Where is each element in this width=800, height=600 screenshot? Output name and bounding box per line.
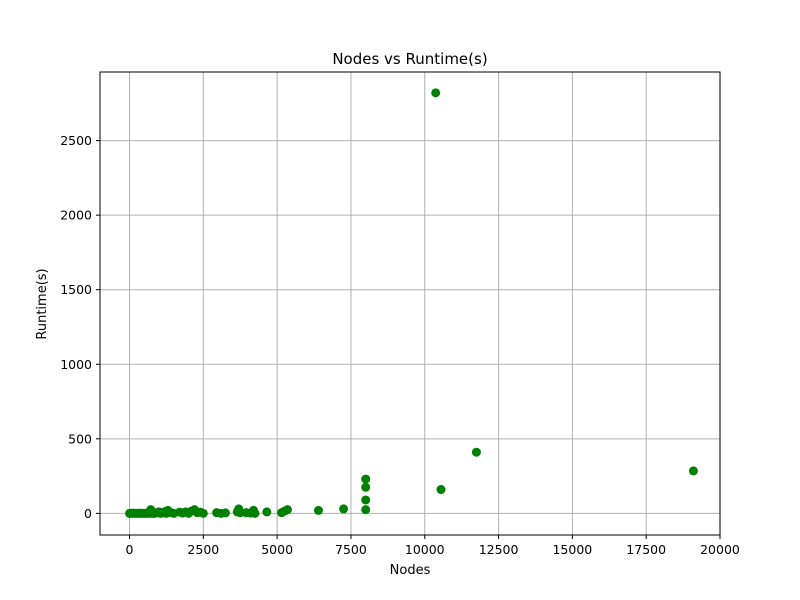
x-axis-label: Nodes: [390, 563, 431, 578]
y-tick-label: 0: [84, 506, 92, 521]
x-tick-label: 12500: [479, 542, 519, 557]
x-tick-label: 2500: [187, 542, 219, 557]
data-point: [198, 508, 208, 518]
y-axis-label: Runtime(s): [35, 268, 50, 339]
x-tick-label: 17500: [626, 542, 666, 557]
data-point: [436, 485, 446, 495]
x-tick-label: 7500: [335, 542, 367, 557]
data-points: [125, 88, 698, 518]
data-point: [282, 505, 292, 515]
y-tick-label: 500: [68, 431, 92, 446]
data-point: [250, 508, 260, 518]
y-tick-label: 1000: [60, 357, 92, 372]
data-point: [361, 482, 371, 492]
data-point: [361, 474, 371, 484]
x-tick-label: 5000: [261, 542, 293, 557]
y-axis-ticks: 0 500 1000 1500 2000 2500: [60, 133, 100, 521]
y-tick-label: 2500: [60, 133, 92, 148]
plot-frame: [99, 71, 721, 536]
x-tick-label: 20000: [700, 542, 740, 557]
data-point: [688, 466, 698, 476]
data-point: [339, 504, 349, 514]
x-tick-label: 15000: [552, 542, 592, 557]
data-point: [471, 447, 481, 457]
data-point: [361, 495, 371, 505]
grid-lines: [100, 72, 721, 535]
data-point: [262, 507, 272, 517]
data-point: [431, 88, 441, 98]
y-tick-label: 1500: [60, 282, 92, 297]
data-point: [220, 508, 230, 518]
chart-title: Nodes vs Runtime(s): [332, 50, 487, 68]
x-tick-label: 10000: [405, 542, 445, 557]
x-tick-label: 0: [126, 542, 134, 557]
x-axis-ticks: 0 2500 5000 7500 10000 12500 15000 17500 20000: [126, 535, 740, 557]
data-point: [361, 505, 371, 515]
data-point: [313, 505, 323, 515]
y-tick-label: 2000: [60, 208, 92, 223]
